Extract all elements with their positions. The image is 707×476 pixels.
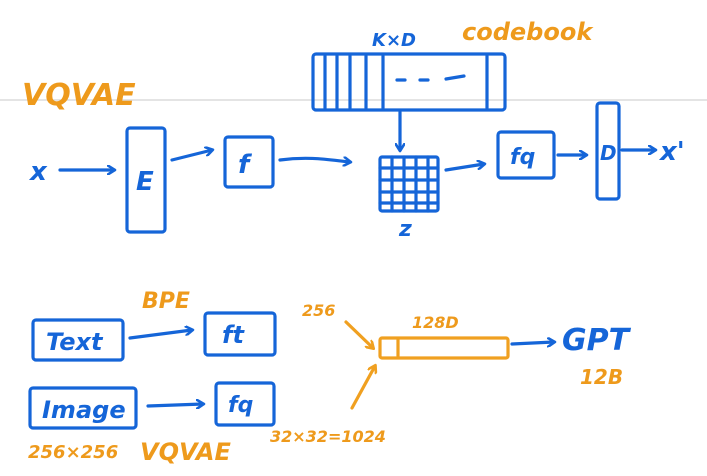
text-feature-label: ft bbox=[222, 321, 245, 349]
image-to-feature-arrow bbox=[146, 404, 203, 406]
quantized-feature-block: fq bbox=[496, 130, 556, 180]
encoder-to-feature-arrow bbox=[170, 150, 212, 162]
text-tokens-arrow bbox=[344, 320, 373, 348]
latent-z-label: z bbox=[398, 217, 412, 242]
image-feature-label: fq bbox=[228, 393, 253, 418]
input-x-label: x bbox=[28, 157, 48, 187]
image-feature-block: fq bbox=[214, 381, 276, 427]
gpt-label: GPT bbox=[562, 323, 632, 358]
text-input-box: Text bbox=[31, 318, 125, 362]
embed-dim-label: 128D bbox=[412, 313, 459, 332]
codebook-dims-label: K×D bbox=[372, 30, 416, 51]
codebook-matrix bbox=[311, 52, 507, 112]
codebook-label: codebook bbox=[462, 18, 594, 46]
image-tokens-arrow bbox=[350, 366, 375, 410]
feature-block: f bbox=[223, 135, 275, 189]
bpe-label: BPE bbox=[142, 289, 190, 314]
image-size-label: 256×256 bbox=[28, 442, 118, 463]
output-label: x' bbox=[658, 137, 685, 167]
feature-to-latent-arrow bbox=[278, 158, 350, 162]
text-feature-block: ft bbox=[203, 311, 277, 357]
sequence-to-gpt-arrow bbox=[510, 342, 554, 344]
text-tokens-label: 256 bbox=[302, 301, 335, 320]
image-tokenizer-label: VQVAE bbox=[140, 438, 231, 466]
text-input-label: Text bbox=[46, 328, 104, 356]
decoder-label: D bbox=[600, 141, 617, 165]
image-input-box: Image bbox=[28, 386, 138, 430]
feature-label: f bbox=[238, 150, 253, 180]
image-tokens-label: 32×32=1024 bbox=[270, 427, 386, 446]
token-sequence-bar bbox=[378, 336, 510, 360]
text-to-feature-arrow bbox=[128, 330, 192, 340]
image-input-label: Image bbox=[42, 396, 126, 424]
vqvae-title: VQVAE bbox=[22, 78, 136, 113]
decoder-block: D bbox=[595, 101, 621, 201]
encoder-label: E bbox=[136, 167, 154, 197]
latent-grid bbox=[378, 155, 440, 213]
encoder-block: E bbox=[125, 126, 167, 234]
quantized-feature-label: fq bbox=[510, 145, 535, 170]
gpt-size-label: 12B bbox=[580, 365, 623, 389]
latent-to-quantized-arrow bbox=[444, 164, 484, 172]
